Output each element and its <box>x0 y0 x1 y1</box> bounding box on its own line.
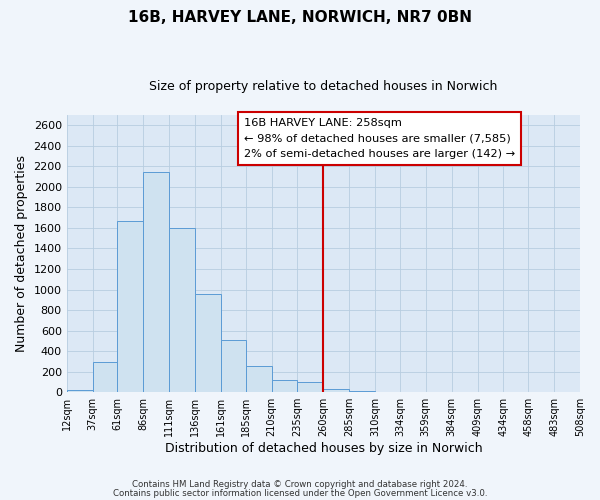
Bar <box>67 390 92 392</box>
Bar <box>272 380 298 392</box>
Bar <box>323 389 349 392</box>
Text: 16B, HARVEY LANE, NORWICH, NR7 0BN: 16B, HARVEY LANE, NORWICH, NR7 0BN <box>128 10 472 25</box>
Title: Size of property relative to detached houses in Norwich: Size of property relative to detached ho… <box>149 80 497 93</box>
Bar <box>118 220 143 392</box>
Bar <box>221 340 246 392</box>
Text: Contains public sector information licensed under the Open Government Licence v3: Contains public sector information licen… <box>113 488 487 498</box>
Bar <box>349 391 375 392</box>
Bar <box>143 172 169 392</box>
X-axis label: Distribution of detached houses by size in Norwich: Distribution of detached houses by size … <box>164 442 482 455</box>
Y-axis label: Number of detached properties: Number of detached properties <box>15 155 28 352</box>
Bar <box>195 294 221 392</box>
Bar <box>169 228 195 392</box>
Bar <box>246 366 272 392</box>
Text: Contains HM Land Registry data © Crown copyright and database right 2024.: Contains HM Land Registry data © Crown c… <box>132 480 468 489</box>
Bar <box>92 362 118 392</box>
Text: 16B HARVEY LANE: 258sqm
← 98% of detached houses are smaller (7,585)
2% of semi-: 16B HARVEY LANE: 258sqm ← 98% of detache… <box>244 118 515 159</box>
Bar <box>298 382 323 392</box>
